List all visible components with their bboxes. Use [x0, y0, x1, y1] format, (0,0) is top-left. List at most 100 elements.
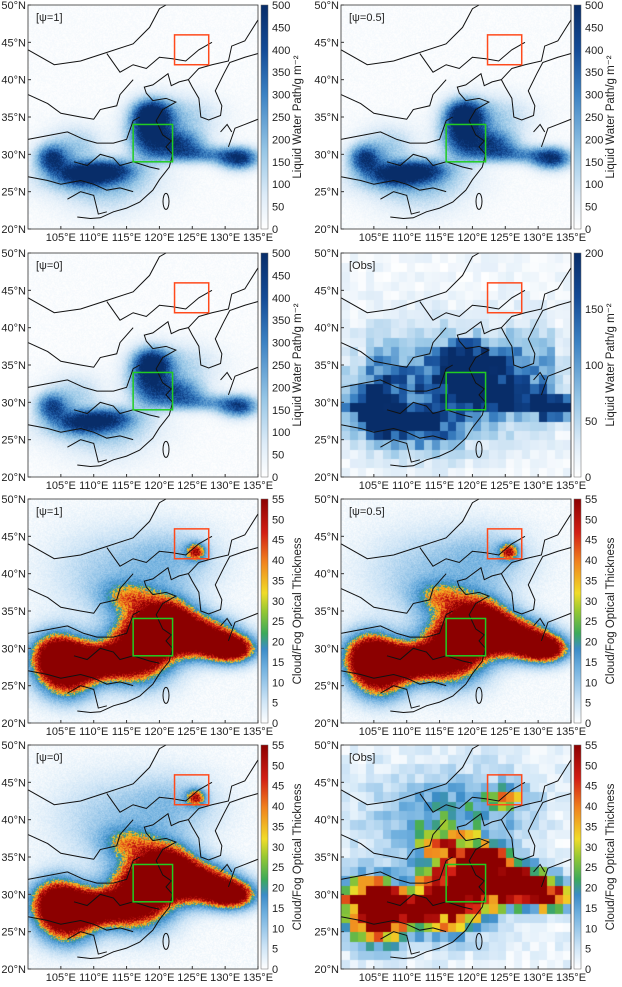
colorbar-tick-label: 50 [272, 514, 284, 526]
map-frame [27, 252, 259, 478]
colorbar-tick-label: 20 [585, 637, 597, 649]
lon-tick-label: 120°E [457, 726, 487, 738]
colorbar-tick-label: 200 [272, 382, 290, 394]
northeast-region-box [486, 774, 523, 806]
lon-tick-label: 130°E [523, 232, 553, 244]
lat-tick-label: 30°N [314, 643, 339, 655]
colorbar [573, 744, 582, 970]
colorbar-tick-label: 400 [585, 45, 603, 57]
colorbar-tick-label: 250 [585, 112, 603, 124]
boundary-line [106, 535, 213, 567]
northeast-region-box [173, 774, 210, 806]
colorbar-label: Liquid Water Path/g m⁻² [605, 303, 617, 426]
lat-tick-label: 35°N [314, 606, 339, 618]
east-china-region-box [445, 371, 487, 411]
boundary-line [380, 191, 420, 215]
boundary-line [27, 116, 140, 144]
lat-tick-label: 30°N [1, 889, 26, 901]
lon-tick-label: 110°E [79, 726, 108, 738]
lon-tick-label: 135°E [243, 232, 273, 244]
lwp-field [28, 5, 258, 229]
colorbar-tick-label: 100 [585, 179, 603, 191]
boundary-line [340, 573, 447, 614]
lat-tick-label: 20°N [1, 718, 26, 730]
lat-tick-label: 25°N [1, 435, 26, 447]
boundary-line [533, 123, 546, 133]
east-china-region-box [132, 863, 174, 903]
lat-tick-label: 25°N [314, 187, 339, 199]
colorbar-tick-label: 400 [272, 293, 290, 305]
colorbar-tick-label: 100 [272, 427, 290, 439]
colorbar-tick-label: 50 [272, 760, 284, 772]
boundary-line [540, 118, 572, 148]
boundary-line [27, 424, 134, 441]
boundary-line [340, 176, 447, 193]
lat-tick-label: 40°N [1, 815, 26, 827]
boundary-line [220, 617, 233, 627]
colorbar-tick-label: 0 [272, 224, 278, 236]
lon-tick-label: 110°E [79, 480, 108, 492]
colorbar-tick-label: 350 [585, 67, 603, 79]
colorbar-tick-label: 15 [272, 657, 284, 669]
lon-tick-label: 135°E [556, 232, 586, 244]
colorbar-tick-label: 55 [585, 494, 597, 506]
boundary-line [340, 424, 447, 441]
boundary-line [227, 612, 259, 642]
colorbar-tick-label: 150 [585, 304, 603, 316]
map-panel-2: [ψ=0.5] 20°N 25°N 30°N 35°N 40°N 45°N 50°N 105°E… [313, 0, 622, 245]
lat-tick-label: 40°N [314, 323, 339, 335]
boundary-line [27, 573, 134, 614]
lon-tick-label: 125°E [177, 232, 207, 244]
lat-tick-label: 20°N [314, 718, 339, 730]
colorbar-tick-label: 50 [272, 450, 284, 462]
map-panel-1: [ψ=1] 20°N 25°N 30°N 35°N 40°N 45°N 50°N 105°E 11… [0, 0, 310, 245]
colorbar-tick-label: 15 [272, 903, 284, 915]
colorbar-tick-label: 250 [272, 360, 290, 372]
boundary-line [500, 267, 572, 329]
colorbar-tick-label: 20 [585, 883, 597, 895]
colorbar-tick-label: 5 [585, 698, 591, 710]
map-frame [340, 4, 572, 230]
boundary-line [380, 931, 420, 955]
cot-field [28, 499, 258, 723]
lon-tick-label: 125°E [177, 726, 207, 738]
colorbar-tick-label: 100 [585, 360, 603, 372]
colorbar-tick-label: 5 [272, 944, 278, 956]
taiwan-outline [162, 686, 170, 704]
colorbar-tick-label: 25 [585, 616, 597, 628]
lon-tick-label: 115°E [425, 972, 454, 984]
colorbar-tick-label: 55 [272, 494, 284, 506]
boundary-line [27, 610, 140, 638]
lon-tick-label: 125°E [490, 972, 520, 984]
panel-label: [ψ=0.5] [349, 506, 385, 518]
boundary-line [220, 371, 233, 381]
colorbar [260, 252, 269, 478]
colorbar [573, 252, 582, 478]
boundary-line [500, 793, 572, 861]
boundary-line [187, 793, 259, 861]
northeast-region-box [173, 528, 210, 560]
lon-tick-label: 115°E [425, 480, 454, 492]
colorbar-tick-label: 100 [272, 179, 290, 191]
lon-tick-label: 120°E [457, 232, 487, 244]
boundary-line [27, 252, 167, 314]
boundary-line [27, 498, 167, 560]
lat-tick-label: 50°N [1, 740, 26, 752]
boundary-line [540, 858, 572, 888]
lon-tick-label: 110°E [392, 480, 421, 492]
colorbar-tick-label: 55 [272, 740, 284, 752]
colorbar-tick-label: 40 [585, 555, 597, 567]
boundary-line [340, 498, 480, 560]
map-panel-6: [ψ=0.5] 20°N 25°N 30°N 35°N 40°N 45°N 50°N 105°E… [313, 494, 622, 739]
east-china-region-box [445, 617, 487, 657]
lat-tick-label: 30°N [314, 889, 339, 901]
colorbar-tick-label: 15 [585, 903, 597, 915]
boundary-line [227, 366, 259, 396]
lat-tick-label: 50°N [314, 0, 339, 12]
boundary-line [380, 685, 420, 709]
boundary-line [187, 513, 259, 575]
lat-tick-label: 35°N [1, 852, 26, 864]
lat-tick-label: 25°N [1, 187, 26, 199]
boundary-line [27, 744, 167, 806]
lat-tick-label: 40°N [1, 323, 26, 335]
